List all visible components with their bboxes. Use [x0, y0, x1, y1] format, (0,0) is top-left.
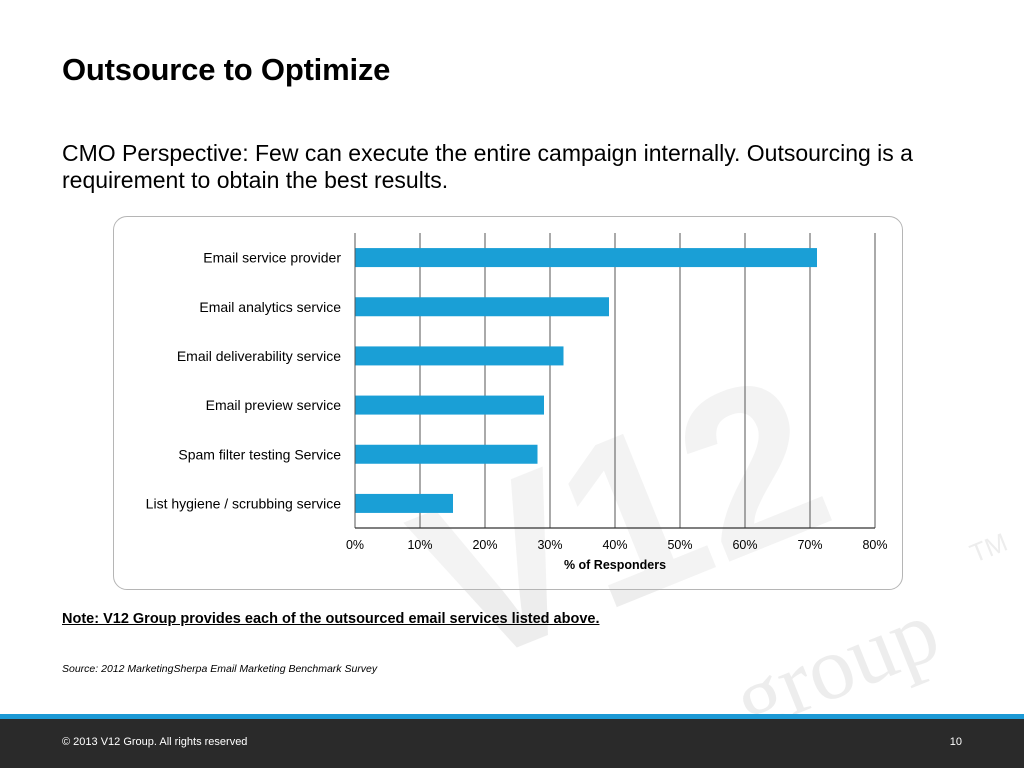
- category-label: Email deliverability service: [177, 348, 341, 364]
- x-tick-label: 30%: [537, 538, 562, 552]
- x-tick-label: 20%: [472, 538, 497, 552]
- copyright-text: © 2013 V12 Group. All rights reserved: [62, 736, 248, 748]
- category-label: List hygiene / scrubbing service: [146, 495, 342, 511]
- watermark-tm: TM: [965, 527, 1011, 569]
- bar: [355, 248, 817, 268]
- bar-chart: 0% 10% 20% 30% 40% 50% 60% 70% 80% Email service …: [146, 233, 888, 572]
- x-tick-label: 0%: [346, 538, 364, 552]
- page-number: 10: [949, 736, 962, 748]
- category-label: Email service provider: [203, 250, 341, 266]
- note-text: Note: V12 Group provides each of the out…: [62, 611, 600, 627]
- x-tick-label: 50%: [667, 538, 692, 552]
- bar: [355, 297, 609, 317]
- bar: [355, 493, 453, 513]
- chart-container: 0% 10% 20% 30% 40% 50% 60% 70% 80% Email service …: [113, 216, 903, 590]
- footer-bar: © 2013 V12 Group. All rights reserved 10: [0, 719, 1024, 768]
- x-tick-label: 60%: [732, 538, 757, 552]
- slide-subtitle: CMO Perspective: Few can execute the ent…: [62, 140, 913, 193]
- x-tick-label: 70%: [797, 538, 822, 552]
- category-label: Email preview service: [206, 397, 342, 413]
- source-text: Source: 2012 MarketingSherpa Email Marke…: [62, 663, 378, 675]
- footer-accent-line: [0, 714, 1024, 719]
- bar: [355, 395, 544, 415]
- bar: [355, 444, 538, 464]
- x-axis-title: % of Responders: [564, 558, 666, 572]
- x-tick-label: 80%: [862, 538, 887, 552]
- category-label: Spam filter testing Service: [178, 446, 341, 462]
- x-tick-label: 40%: [602, 538, 627, 552]
- slide-title: Outsource to Optimize: [62, 52, 391, 87]
- category-label: Email analytics service: [199, 299, 341, 315]
- x-tick-label: 10%: [407, 538, 432, 552]
- bar: [355, 346, 564, 366]
- v12-group-watermark-logo: V12 group TM: [400, 360, 1012, 720]
